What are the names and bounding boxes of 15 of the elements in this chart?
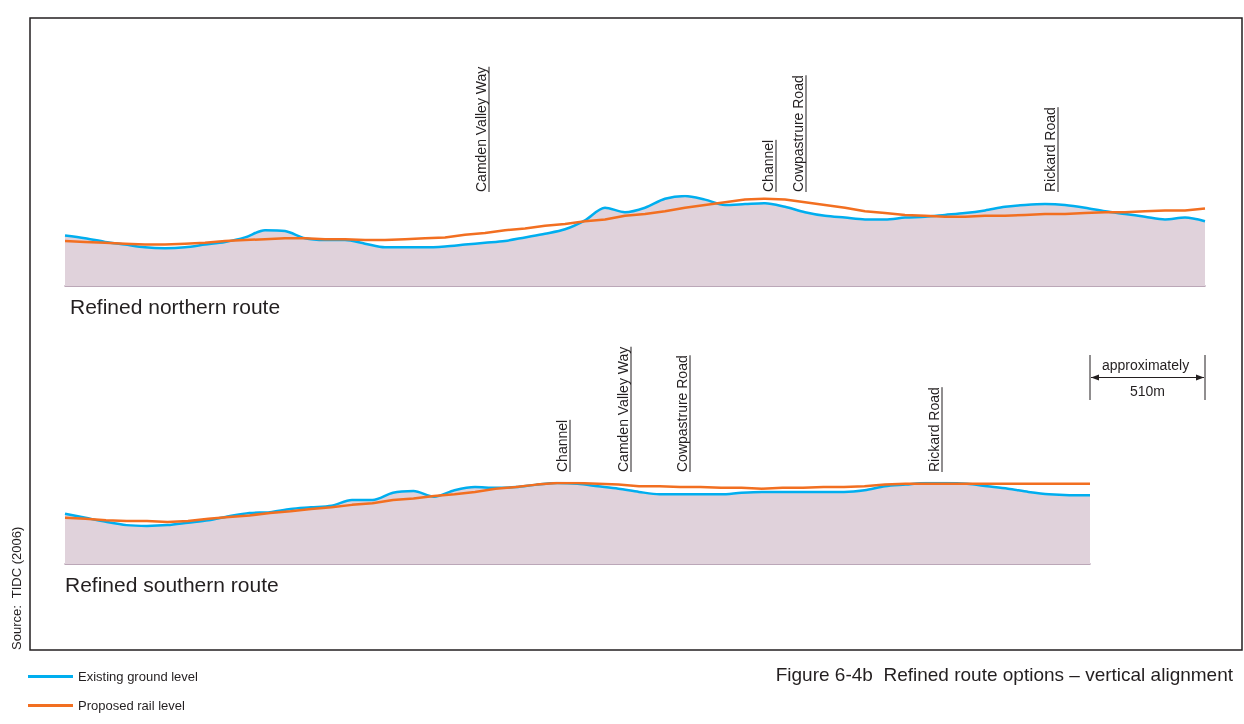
text: Cowpastrure Road	[790, 75, 806, 192]
text: Cowpastrure Road	[674, 355, 690, 472]
text: Channel	[760, 139, 776, 192]
legend-label: Existing ground level	[78, 669, 199, 684]
source-note: Source: TIDC (2006)	[9, 526, 24, 650]
text: Channel	[554, 419, 570, 472]
legend-label: Proposed rail level	[78, 698, 186, 713]
x-axis-title: Refined southern route	[65, 572, 279, 596]
text: Camden Valley Way	[615, 346, 631, 472]
x-axis-title: Refined northern route	[70, 294, 281, 318]
text: Rickard Road	[1042, 107, 1058, 192]
text: Figure 6-4b Refined route options – vertical alignment	[775, 664, 1234, 685]
text: Camden Valley Way	[473, 66, 489, 192]
text: Rickard Road	[926, 387, 942, 472]
text: approximately 510m	[1101, 356, 1194, 399]
